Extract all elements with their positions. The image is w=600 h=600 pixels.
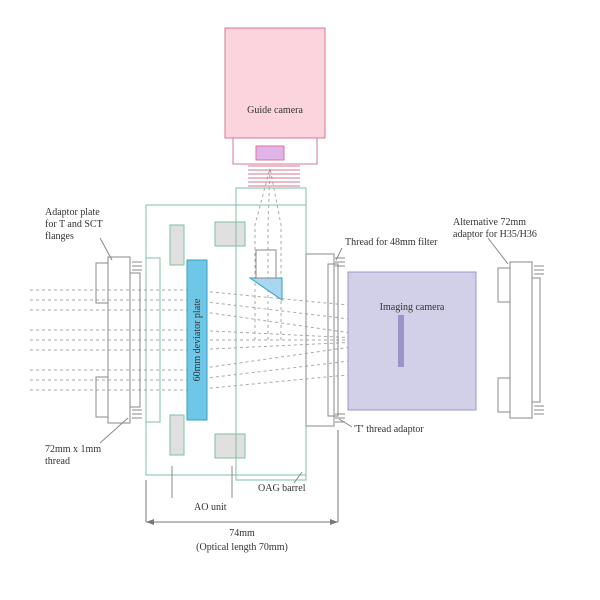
dim-74-label: 74mm	[229, 528, 255, 539]
alt-adaptor-label: Alternative 72mmadaptor for H35/H36	[453, 217, 537, 240]
imaging-camera-label: Imaging camera	[380, 302, 445, 313]
optical-diagram: Guide camera Adaptor platefor T and SCTf…	[0, 0, 600, 600]
dim-optical-label: (Optical length 70mm)	[196, 542, 288, 553]
oag-barrel-label: OAG barrel	[258, 483, 306, 494]
t-thread-label: 'T' thread adaptor	[354, 424, 424, 435]
deviator-label: 60mm deviator plate	[192, 298, 203, 381]
ao-unit-label: AO unit	[194, 502, 227, 513]
imaging-camera	[348, 272, 476, 410]
thread-48-label: Thread for 48mm filter	[345, 237, 438, 248]
guide-camera-label: Guide camera	[247, 105, 303, 116]
